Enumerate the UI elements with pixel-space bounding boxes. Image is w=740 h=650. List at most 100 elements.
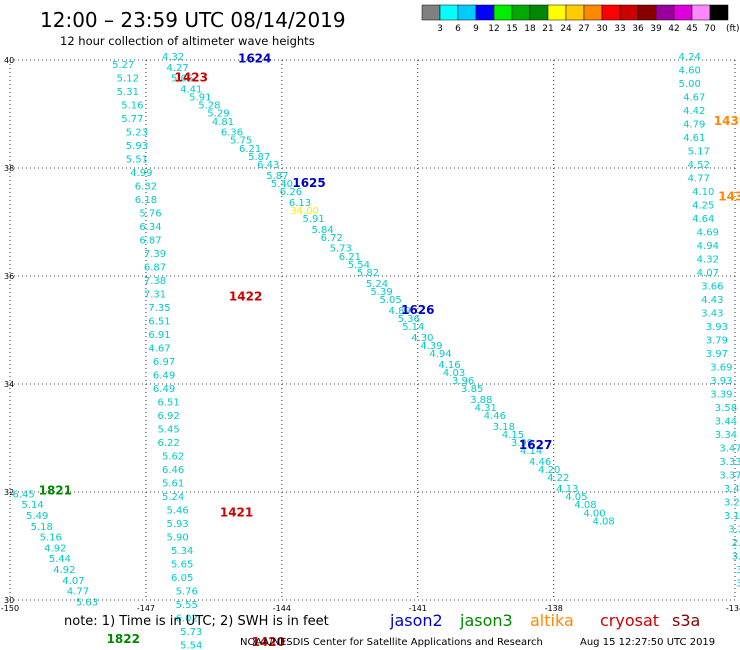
data-point-altika: 3.37 <box>719 471 740 482</box>
data-point-altika: 5.17 <box>688 147 710 158</box>
data-point-jason2: 5.39 <box>370 287 392 298</box>
data-point-cryosat: 7.35 <box>148 303 170 314</box>
data-point-cryosat: 5.61 <box>162 479 184 490</box>
data-point-jason2: 4.30 <box>411 333 433 344</box>
data-point-jason2: 5.75 <box>230 136 252 147</box>
data-point-jason2: 4.08 <box>592 516 614 527</box>
satellite-legend-altika: altika <box>530 611 574 630</box>
data-point-altika: 2.9 <box>732 538 740 549</box>
colorbar-swatch <box>673 4 693 21</box>
colorbar-label: 9 <box>473 24 479 34</box>
x-tick-label: -138 <box>545 604 563 613</box>
x-tick-label: -150 <box>1 604 19 613</box>
data-point-altika: 4.60 <box>679 66 701 77</box>
data-point-altika: 3.15 <box>724 511 740 522</box>
data-point-cryosat: 5.12 <box>117 74 139 85</box>
data-point-altika: 4.07 <box>697 268 719 279</box>
colorbar-swatch <box>601 4 621 21</box>
data-point-jason2: 4.89 <box>389 306 411 317</box>
x-tick-label: -134 <box>726 604 740 613</box>
data-point-jason2: 5.82 <box>357 268 379 279</box>
pass-label-cryosat: 1423 <box>175 71 208 85</box>
data-point-jason3: 5.44 <box>49 554 71 565</box>
data-point-altika: 3.0 <box>736 565 740 576</box>
data-point-jason2: 6.72 <box>321 233 343 244</box>
data-point-jason3: 4.92 <box>44 543 66 554</box>
pass-label-altika: 1438 <box>718 189 740 203</box>
data-point-jason2: 4.46 <box>484 411 506 422</box>
data-point-jason2: 4.13 <box>556 484 578 495</box>
satellite-legend-cryosat: cryosat <box>600 611 659 630</box>
data-point-cryosat: 7.31 <box>144 290 166 301</box>
data-point-cryosat: 5.23 <box>126 128 148 139</box>
pass-label-cryosat: 1420 <box>252 635 285 649</box>
data-point-jason2: 34.00 <box>290 206 319 217</box>
data-point-cryosat: 5.31 <box>117 87 139 98</box>
colorbar-unit: (ft) <box>726 24 740 34</box>
data-point-altika: 3.97 <box>706 349 728 360</box>
data-point-cryosat: 6.49 <box>153 384 175 395</box>
data-point-jason2: 4.46 <box>529 457 551 468</box>
axis-ticks: -150 -147 -144 -141 -138 -134 40 38 36 34 32 30 <box>1 56 740 613</box>
data-point-altika: 3.58 <box>715 403 737 414</box>
data-point-cryosat: 5.62 <box>162 452 184 463</box>
data-point-cryosat: 7.38 <box>144 276 166 287</box>
colorbar-label: 45 <box>686 24 697 34</box>
data-point-jason3: 5.18 <box>31 522 53 533</box>
data-point-altika: 3.44 <box>715 417 737 428</box>
data-point-cryosat: 6.92 <box>157 411 179 422</box>
data-point-cryosat: 5.55 <box>176 600 198 611</box>
data-point-cryosat: 5.90 <box>167 533 189 544</box>
data-point-jason2: 4.94 <box>429 349 451 360</box>
colorbar-swatch <box>565 4 585 21</box>
x-tick-label: -141 <box>409 604 427 613</box>
data-point-jason3: 5.49 <box>26 511 48 522</box>
data-point-altika: 3.93 <box>706 322 728 333</box>
data-point-cryosat: 6.51 <box>148 317 170 328</box>
y-tick-label: 34 <box>4 380 14 389</box>
data-point-jason2: 4.00 <box>583 508 605 519</box>
colorbar-swatch <box>511 4 531 21</box>
pass-label-jason3: 1822 <box>107 632 140 646</box>
y-tick-label: 32 <box>4 488 14 497</box>
data-point-altika: 3.0 <box>732 552 740 563</box>
pass-label-altika: 1439 <box>714 114 740 128</box>
colorbar-label: 30 <box>596 24 608 34</box>
data-point-cryosat: 6.87 <box>144 263 166 274</box>
data-point-jason2: 5.14 <box>402 322 424 333</box>
data-point-cryosat: 6.22 <box>157 438 179 449</box>
data-point-jason2: 6.43 <box>257 160 279 171</box>
colorbar-swatch <box>475 4 495 21</box>
data-point-altika: 4.94 <box>697 241 719 252</box>
data-point-jason2: 5.87 <box>266 171 288 182</box>
data-point-altika: 3.69 <box>710 363 732 374</box>
colorbar-label: 21 <box>542 24 553 34</box>
data-point-jason2: 3.96 <box>452 376 474 387</box>
data-point-altika: 5.00 <box>679 79 701 90</box>
colorbar-label: 33 <box>614 24 625 34</box>
data-point-cryosat: 5.76 <box>176 587 198 598</box>
data-point-altika: 3.23 <box>724 498 740 509</box>
data-point-jason2: 5.36 <box>398 314 420 325</box>
y-tick-label: 40 <box>4 56 14 65</box>
data-point-jason3: 5.16 <box>40 533 62 544</box>
pass-label-jason2: 1627 <box>519 438 552 452</box>
data-point-altika: 4.43 <box>701 295 723 306</box>
data-point-cryosat: 6.51 <box>157 398 179 409</box>
data-point-jason3: 6.45 <box>12 489 34 500</box>
x-tick-label: -147 <box>137 604 155 613</box>
pass-label-jason2: 1625 <box>292 176 325 190</box>
satellite-legend-jason2: jason2 <box>389 611 443 630</box>
data-point-jason3: 5.63 <box>76 597 98 608</box>
data-point-jason2: 4.08 <box>574 500 596 511</box>
pass-label-jason3: 1821 <box>39 484 72 498</box>
data-point-jason2: 4.81 <box>212 117 234 128</box>
data-point-altika: 4.69 <box>697 228 719 239</box>
data-point-altika: 4.10 <box>692 187 714 198</box>
data-point-jason2: 5.05 <box>379 295 401 306</box>
colorbar-label: 24 <box>560 24 572 34</box>
colorbar-swatch <box>583 4 603 21</box>
data-point-cryosat: 4.67 <box>148 344 170 355</box>
pass-label-jason2: 1624 <box>238 52 271 66</box>
